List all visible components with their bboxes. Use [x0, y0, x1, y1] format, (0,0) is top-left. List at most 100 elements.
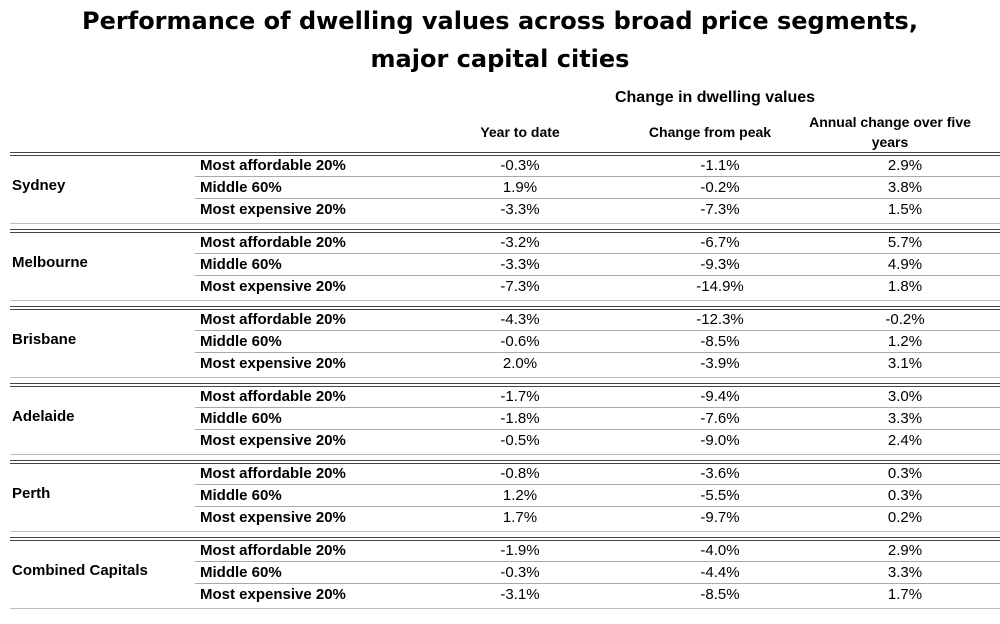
segment-label: Most expensive 20% [200, 509, 346, 526]
segment-label: Middle 60% [200, 256, 282, 273]
group-bottom-rule [10, 608, 1000, 609]
value-change-from-peak: -5.5% [700, 487, 740, 504]
segment-rule [195, 352, 1000, 353]
value-annual-change: 3.0% [887, 388, 923, 405]
column-header-year-to-date: Year to date [480, 124, 560, 140]
segment-label: Most affordable 20% [200, 542, 346, 559]
segment-rule [195, 506, 1000, 507]
value-annual-change: 2.4% [887, 432, 923, 449]
value-year-to-date: -4.3% [500, 311, 540, 328]
segment-rule [195, 330, 1000, 331]
segment-rule [195, 429, 1000, 430]
city-label: Brisbane [12, 331, 77, 348]
segment-rule [195, 583, 1000, 584]
value-annual-change: 2.9% [887, 157, 923, 174]
value-year-to-date: -3.2% [500, 234, 540, 251]
value-change-from-peak: -8.5% [700, 333, 740, 350]
value-year-to-date: -3.3% [500, 256, 540, 273]
group-rule [10, 383, 1000, 387]
value-year-to-date: 2.0% [502, 355, 538, 372]
group-rule [10, 229, 1000, 233]
city-label: Combined Capitals [12, 562, 148, 579]
value-change-from-peak: -4.4% [700, 564, 740, 581]
value-annual-change: 3.1% [887, 355, 923, 372]
value-year-to-date: 1.9% [502, 179, 538, 196]
chart-title: Performance of dwelling values across br… [0, 2, 1000, 78]
segment-label: Most affordable 20% [200, 157, 346, 174]
value-annual-change: 2.9% [887, 542, 923, 559]
value-year-to-date: -0.5% [500, 432, 540, 449]
value-annual-change: 1.5% [887, 201, 923, 218]
value-annual-change: 1.2% [887, 333, 923, 350]
value-annual-change: 1.8% [887, 278, 923, 295]
city-label: Perth [12, 485, 51, 502]
value-change-from-peak: -12.3% [696, 311, 744, 328]
group-rule [10, 460, 1000, 464]
group-rule [10, 306, 1000, 310]
value-year-to-date: -1.9% [500, 542, 540, 559]
value-year-to-date: -0.3% [500, 564, 540, 581]
city-label: Melbourne [12, 254, 88, 271]
segment-rule [195, 253, 1000, 254]
value-year-to-date: 1.7% [502, 509, 538, 526]
value-change-from-peak: -0.2% [700, 179, 740, 196]
value-change-from-peak: -6.7% [700, 234, 740, 251]
value-year-to-date: -0.3% [500, 157, 540, 174]
value-annual-change: 1.7% [887, 586, 923, 603]
group-rule [10, 537, 1000, 541]
value-change-from-peak: -9.7% [700, 509, 740, 526]
segment-label: Most expensive 20% [200, 586, 346, 603]
value-change-from-peak: -7.3% [700, 201, 740, 218]
segment-label: Middle 60% [200, 333, 282, 350]
value-annual-change: 3.3% [887, 410, 923, 427]
group-bottom-rule [10, 223, 1000, 224]
value-change-from-peak: -1.1% [700, 157, 740, 174]
value-annual-change: 0.3% [887, 465, 923, 482]
segment-label: Most expensive 20% [200, 278, 346, 295]
segment-label: Middle 60% [200, 179, 282, 196]
segment-label: Most expensive 20% [200, 432, 346, 449]
segment-rule [195, 484, 1000, 485]
segment-label: Most affordable 20% [200, 234, 346, 251]
value-change-from-peak: -4.0% [700, 542, 740, 559]
value-year-to-date: -0.8% [500, 465, 540, 482]
value-change-from-peak: -7.6% [700, 410, 740, 427]
value-year-to-date: -7.3% [500, 278, 540, 295]
group-bottom-rule [10, 300, 1000, 301]
segment-label: Most expensive 20% [200, 355, 346, 372]
value-annual-change: 0.3% [887, 487, 923, 504]
column-header-annual-change: Annual change over five years [809, 114, 971, 150]
chart-title-line-1: Performance of dwelling values across br… [82, 7, 918, 35]
value-annual-change: 3.3% [887, 564, 923, 581]
segment-label: Middle 60% [200, 487, 282, 504]
value-annual-change: 0.2% [887, 509, 923, 526]
segment-rule [195, 407, 1000, 408]
segment-label: Most affordable 20% [200, 388, 346, 405]
value-year-to-date: -3.3% [500, 201, 540, 218]
segment-rule [195, 176, 1000, 177]
column-header-change-from-peak: Change from peak [648, 124, 772, 140]
value-year-to-date: -1.8% [500, 410, 540, 427]
value-year-to-date: -0.6% [500, 333, 540, 350]
segment-label: Most affordable 20% [200, 311, 346, 328]
value-annual-change: 4.9% [887, 256, 923, 273]
value-year-to-date: -3.1% [500, 586, 540, 603]
group-rule [10, 152, 1000, 156]
chart-title-line-2: major capital cities [370, 45, 630, 73]
city-label: Sydney [12, 177, 66, 194]
value-change-from-peak: -14.9% [696, 278, 744, 295]
group-bottom-rule [10, 454, 1000, 455]
value-year-to-date: 1.2% [502, 487, 538, 504]
segment-label: Middle 60% [200, 564, 282, 581]
group-bottom-rule [10, 377, 1000, 378]
segment-rule [195, 561, 1000, 562]
value-change-from-peak: -9.0% [700, 432, 740, 449]
value-change-from-peak: -9.4% [700, 388, 740, 405]
group-header: Change in dwelling values [614, 89, 816, 106]
segment-label: Most expensive 20% [200, 201, 346, 218]
value-change-from-peak: -9.3% [700, 256, 740, 273]
segment-label: Middle 60% [200, 410, 282, 427]
segment-label: Most affordable 20% [200, 465, 346, 482]
value-annual-change: 3.8% [887, 179, 923, 196]
segment-rule [195, 275, 1000, 276]
